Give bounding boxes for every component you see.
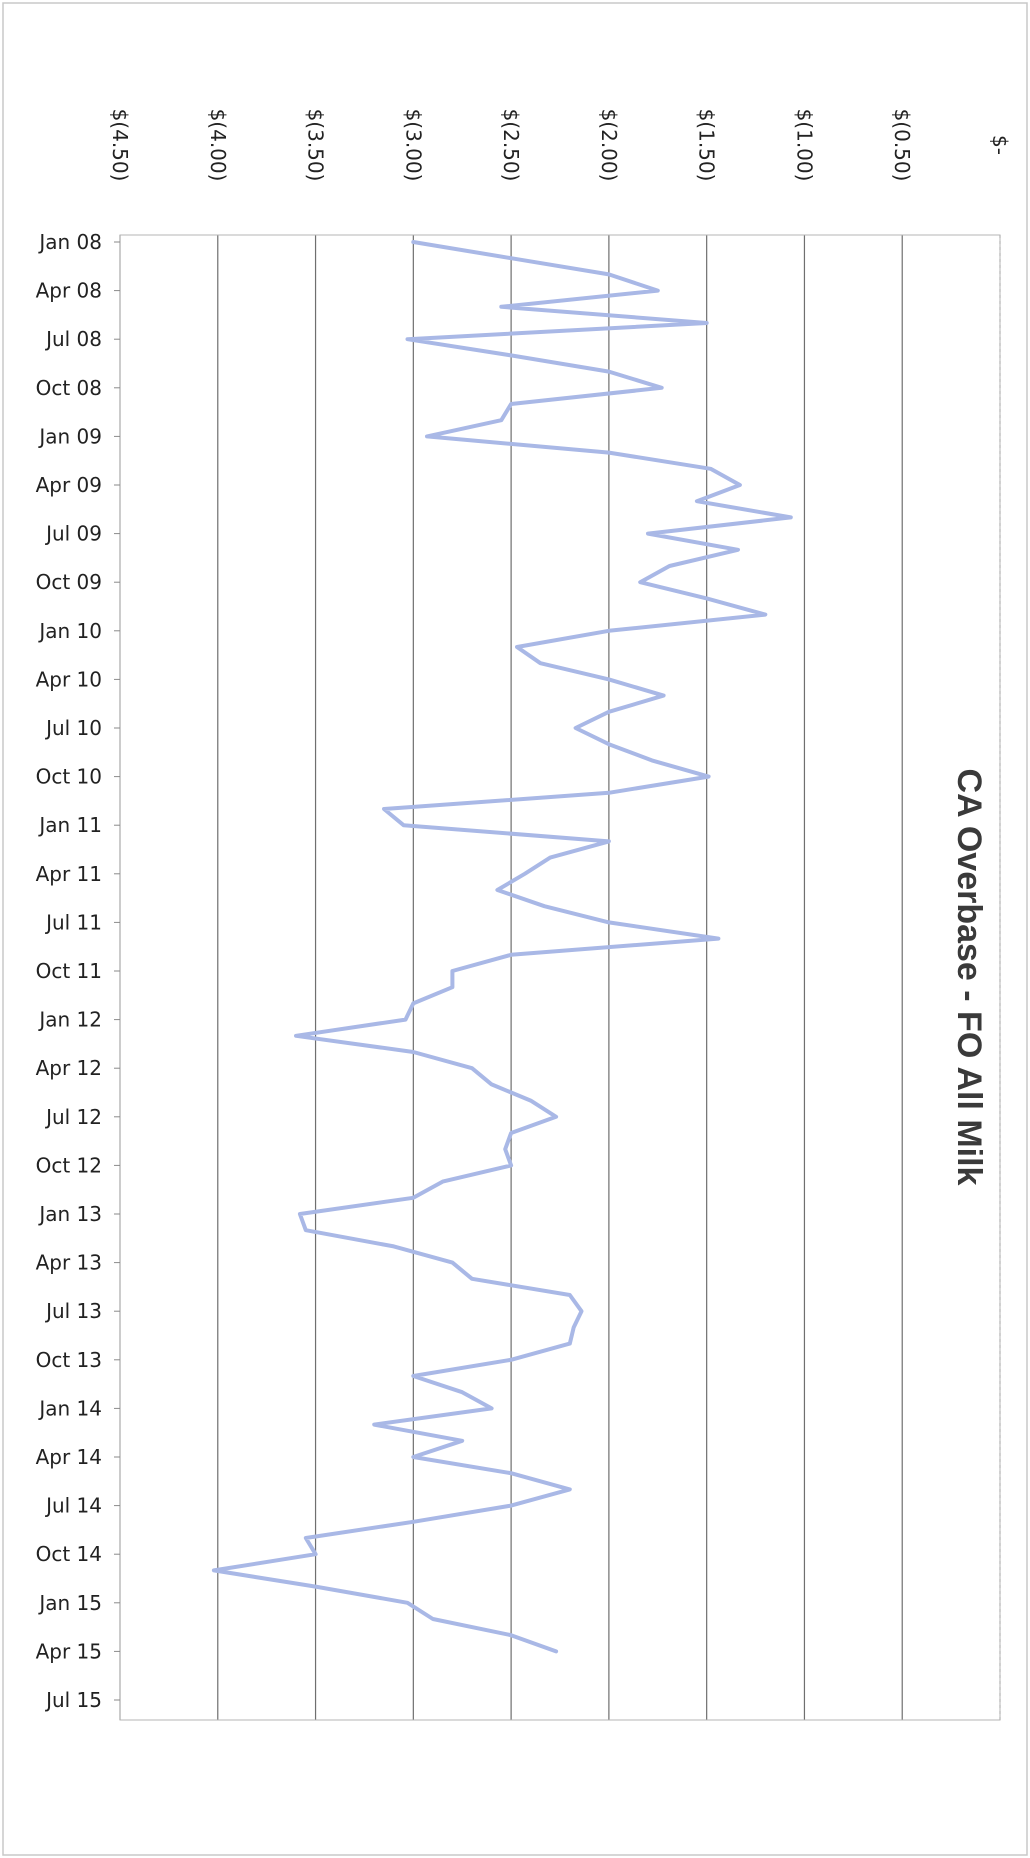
date-tick-label: Jan 10 (37, 619, 102, 643)
date-tick-label: Apr 13 (36, 1251, 102, 1275)
date-tick-label: Jul 11 (44, 910, 102, 934)
value-tick-label: $(2.00) (597, 109, 621, 182)
date-tick-label: Jan 13 (37, 1202, 102, 1226)
date-tick-label: Oct 12 (36, 1153, 102, 1177)
date-tick-label: Jan 14 (37, 1396, 102, 1420)
chart-title: CA Overbase - FO All Milk (950, 769, 988, 1186)
date-tick-label: Apr 14 (36, 1445, 102, 1469)
value-tick-label: $(2.50) (499, 109, 523, 182)
date-tick-label: Oct 08 (36, 376, 102, 400)
plot-area-border (119, 234, 1001, 1721)
date-tick-label: Jul 12 (44, 1105, 102, 1129)
value-tick-label: $(4.50) (108, 109, 132, 182)
date-tick-label: Jan 11 (37, 813, 102, 837)
date-tick-label: Jul 13 (44, 1299, 102, 1323)
date-tick-label: Jan 08 (37, 230, 102, 254)
date-tick-label: Apr 12 (36, 1056, 102, 1080)
date-tick-label: Apr 15 (36, 1639, 102, 1663)
series-layer (211, 240, 793, 1654)
date-tick-label: Oct 14 (36, 1542, 102, 1566)
date-tick-label: Apr 10 (36, 667, 102, 691)
value-tick-label: $(3.50) (304, 109, 328, 182)
date-tick-label: Jan 12 (37, 1008, 102, 1032)
value-tick-label: $(1.00) (792, 109, 816, 182)
date-tick-label: Jul 15 (44, 1688, 102, 1712)
value-axis-ticks: $(4.50) $(4.00) $(3.50) $(3.00) $(2.50) $(2.0… (108, 109, 1012, 182)
date-tick-label: Jul 09 (44, 522, 102, 546)
date-tick-label: Jul 10 (44, 716, 102, 740)
value-tick-label: $(3.00) (401, 109, 425, 182)
date-tick-label: Jul 08 (44, 327, 102, 351)
date-tick-label: Oct 10 (36, 765, 102, 789)
value-tick-label: $(0.50) (890, 109, 914, 182)
date-tick-label: Apr 11 (36, 862, 102, 886)
date-tick-label: Oct 11 (36, 959, 102, 983)
date-tick-label: Apr 09 (36, 473, 102, 497)
date-tick-label: Oct 13 (36, 1348, 102, 1372)
date-tick-label: Jan 15 (37, 1591, 102, 1615)
value-tick-label: $- (988, 135, 1012, 155)
date-tick-label: Apr 08 (36, 279, 102, 303)
date-axis-ticks: Jan 08 Apr 08 Jul 08 Oct 08 Jan 09 Apr 09 Jul … (36, 230, 120, 1712)
series-line (211, 240, 793, 1654)
date-tick-label: Oct 09 (36, 570, 102, 594)
date-tick-label: Jan 09 (37, 424, 102, 448)
date-tick-label: Jul 14 (44, 1494, 102, 1518)
value-tick-label: $(4.00) (206, 109, 230, 182)
value-tick-label: $(1.50) (695, 109, 719, 182)
